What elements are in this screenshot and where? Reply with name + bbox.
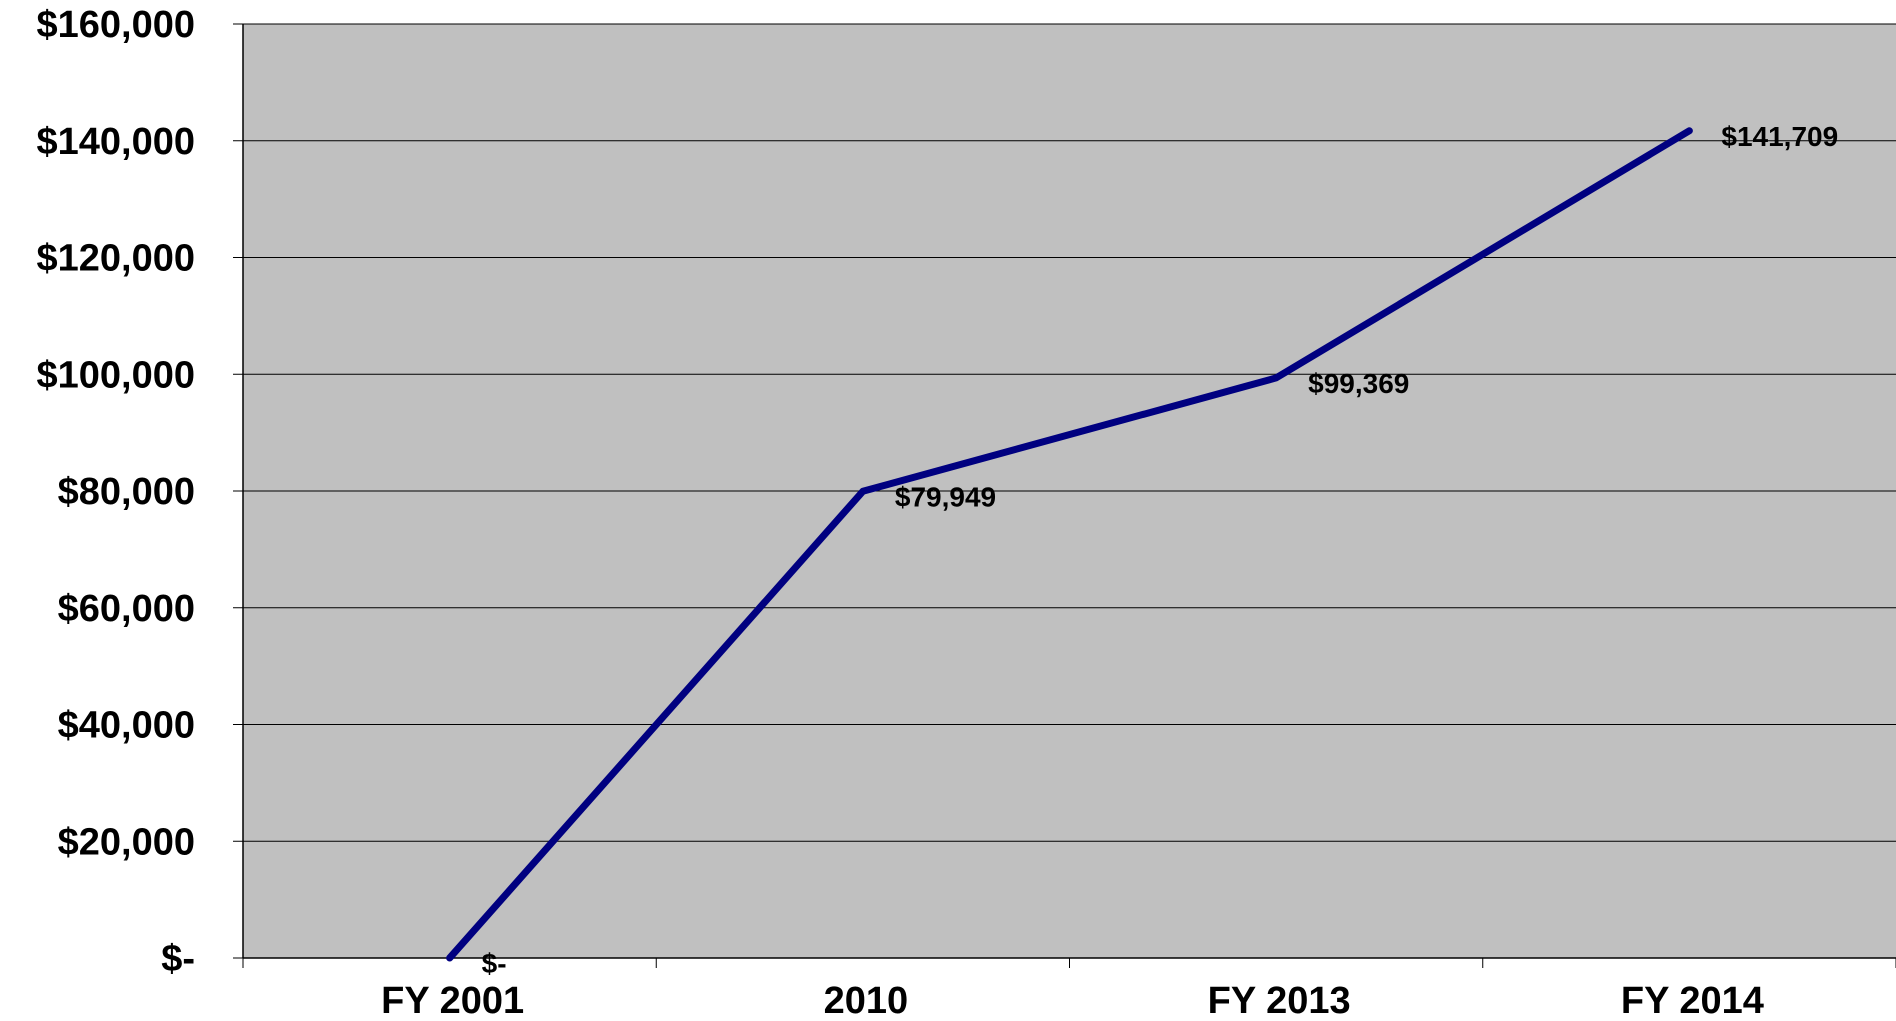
y-tick-label: $140,000 [37, 121, 196, 163]
y-tick-label: $- [161, 938, 195, 980]
y-tick-label: $120,000 [37, 238, 196, 280]
series [446, 127, 1693, 962]
data-point [1273, 374, 1280, 381]
x-tick-label: FY 2001 [381, 980, 524, 1021]
data-label: $99,369 [1308, 368, 1409, 399]
data-label: $79,949 [895, 481, 996, 512]
x-tick-labels: FY 2001 2010 FY 2013 FY 2014 [381, 980, 1764, 1021]
data-point [859, 488, 866, 495]
y-tick-label: $40,000 [58, 705, 195, 747]
data-point [446, 955, 453, 962]
data-labels: $- $79,949 $99,369 $141,709 [482, 121, 1839, 979]
y-tick-label: $100,000 [37, 354, 196, 396]
axes [233, 23, 1896, 968]
data-label: $- [482, 948, 507, 979]
data-point [1686, 127, 1693, 134]
x-tick-label: FY 2013 [1208, 980, 1351, 1021]
series-line [446, 127, 1693, 962]
y-tick-label: $60,000 [58, 588, 195, 630]
y-tick-label: $160,000 [37, 4, 196, 46]
x-tick-label: FY 2014 [1621, 980, 1764, 1021]
x-tick-label: 2010 [824, 980, 909, 1021]
y-tick-labels: $- $20,000 $40,000 $60,000 $80,000 $100,000 $1… [37, 4, 196, 980]
gridlines [243, 23, 1896, 842]
y-tick-label: $80,000 [58, 471, 195, 513]
y-tick-label: $20,000 [58, 821, 195, 863]
data-label: $141,709 [1721, 121, 1838, 152]
